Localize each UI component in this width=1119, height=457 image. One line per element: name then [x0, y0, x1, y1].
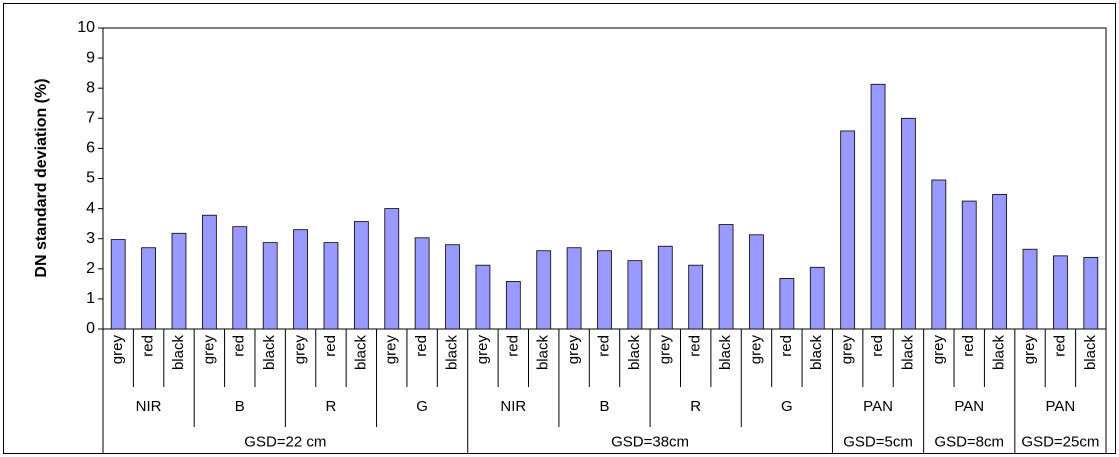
- y-tick-label: 2: [86, 260, 95, 277]
- x-tick-label: red: [869, 335, 886, 357]
- group-label: GSD=5cm: [843, 433, 913, 450]
- x-tick-label: black: [808, 335, 825, 371]
- y-tick-label: 0: [86, 320, 95, 337]
- bar: [992, 194, 1008, 330]
- x-tick-label: red: [778, 335, 795, 357]
- x-tick-label: black: [535, 335, 552, 371]
- y-tick-label: 7: [86, 110, 95, 127]
- bar: [171, 232, 187, 330]
- bar: [718, 224, 734, 330]
- bar: [262, 242, 278, 330]
- bar: [1083, 256, 1099, 330]
- x-tick-label: black: [1082, 335, 1099, 371]
- bar: [931, 179, 947, 330]
- bar: [323, 242, 339, 330]
- bar: [688, 264, 704, 330]
- bar: [657, 245, 673, 330]
- x-tick-label: grey: [109, 335, 126, 365]
- y-tick-label: 5: [86, 170, 95, 187]
- x-tick-label: grey: [1021, 335, 1038, 365]
- x-tick-label: red: [140, 335, 157, 357]
- y-tick-label: 6: [86, 140, 95, 157]
- subgroup-label: R: [690, 398, 701, 415]
- x-tick-label: black: [991, 335, 1008, 371]
- x-tick-label: red: [413, 335, 430, 357]
- bar: [627, 260, 643, 330]
- x-tick-label: grey: [839, 335, 856, 365]
- group-label: GSD=25cm: [1021, 433, 1099, 450]
- x-tick-label: black: [899, 335, 916, 371]
- bar: [384, 208, 400, 330]
- bar: [901, 117, 916, 330]
- x-tick-label: black: [626, 335, 643, 371]
- subgroup-label: PAN: [1046, 398, 1076, 415]
- bar: [840, 130, 856, 330]
- y-tick-label: 9: [86, 49, 95, 66]
- x-tick-label: grey: [930, 335, 947, 365]
- subgroup-label: PAN: [863, 398, 893, 415]
- x-tick-label: red: [231, 335, 248, 357]
- subgroup-label: B: [235, 398, 245, 415]
- x-tick-label: grey: [656, 335, 673, 365]
- x-tick-label: red: [322, 335, 339, 357]
- x-tick-label: black: [443, 335, 460, 371]
- x-tick-label: red: [687, 335, 704, 357]
- bar: [749, 234, 764, 330]
- chart-frame: [3, 3, 1116, 454]
- bar: [201, 214, 217, 330]
- x-tick-label: grey: [474, 335, 491, 365]
- bar: [505, 281, 521, 330]
- bar: [536, 250, 552, 330]
- subgroup-label: G: [781, 398, 793, 415]
- bar: [445, 244, 460, 330]
- bar: [475, 264, 491, 330]
- bar: [870, 83, 886, 330]
- x-tick-label: grey: [200, 335, 217, 365]
- bar: [353, 221, 369, 330]
- bar: [1022, 248, 1038, 330]
- subgroup-label: B: [599, 398, 609, 415]
- x-tick-label: black: [261, 335, 278, 371]
- y-tick-label: 8: [86, 79, 95, 96]
- bar: [1053, 255, 1068, 330]
- bar: [232, 226, 248, 330]
- y-tick-label: 3: [86, 230, 95, 247]
- x-tick-label: black: [352, 335, 369, 371]
- x-tick-label: grey: [747, 335, 764, 365]
- group-label: GSD=38cm: [611, 433, 689, 450]
- bar: [110, 239, 126, 330]
- x-tick-label: grey: [565, 335, 582, 365]
- x-tick-label: grey: [383, 335, 400, 365]
- x-tick-label: red: [1051, 335, 1068, 357]
- y-axis-label: DN standard deviation (%): [33, 78, 50, 277]
- y-tick-label: 1: [86, 290, 95, 307]
- group-label: GSD=22 cm: [244, 433, 326, 450]
- subgroup-label: NIR: [500, 398, 526, 415]
- x-tick-label: red: [504, 335, 521, 357]
- subgroup-label: NIR: [136, 398, 162, 415]
- x-tick-label: red: [595, 335, 612, 357]
- bar: [293, 229, 308, 330]
- bar: [566, 247, 582, 330]
- group-label: GSD=8cm: [934, 433, 1004, 450]
- y-tick-label: 10: [77, 19, 95, 36]
- x-tick-label: grey: [292, 335, 309, 365]
- subgroup-label: G: [416, 398, 428, 415]
- x-tick-label: red: [960, 335, 977, 357]
- subgroup-label: PAN: [954, 398, 984, 415]
- bar: [141, 247, 156, 330]
- bar: [779, 278, 795, 330]
- bar: [414, 237, 430, 330]
- bar: [961, 200, 977, 330]
- bar: [809, 266, 825, 330]
- y-tick-label: 4: [86, 200, 95, 217]
- x-tick-label: black: [170, 335, 187, 371]
- bar: [597, 250, 612, 330]
- subgroup-label: R: [326, 398, 337, 415]
- x-tick-label: black: [717, 335, 734, 371]
